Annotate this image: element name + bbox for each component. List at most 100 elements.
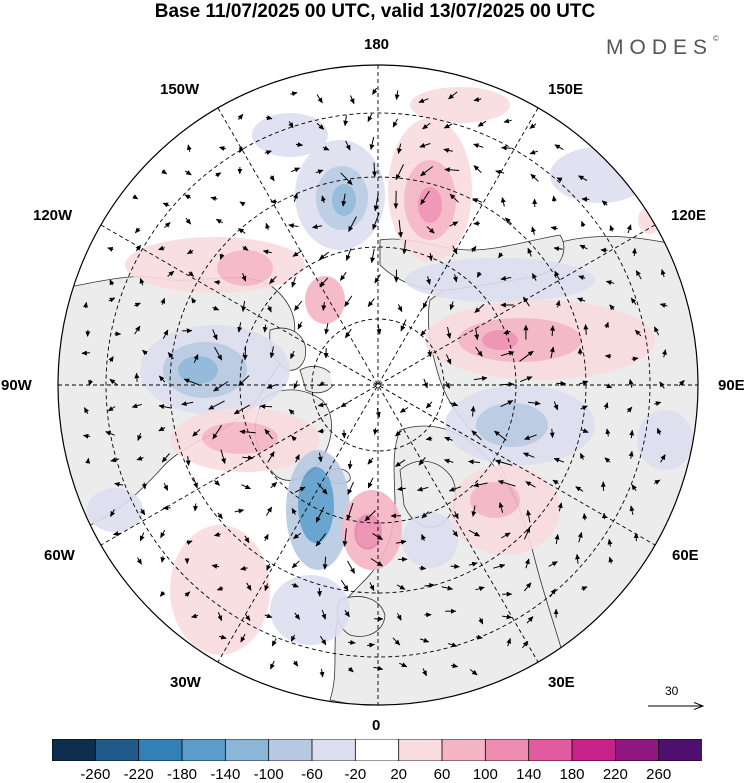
wind-arrow xyxy=(341,193,347,207)
colorbar-swatch xyxy=(311,739,357,761)
wind-arrow xyxy=(443,147,453,153)
wind-arrow xyxy=(364,510,376,522)
wind-arrow xyxy=(500,381,515,387)
wind-arrow xyxy=(82,433,91,439)
wind-arrow xyxy=(167,270,175,277)
wind-arrow xyxy=(135,244,141,252)
wind-arrow xyxy=(449,221,459,227)
wind-arrow xyxy=(186,540,193,546)
wind-arrow xyxy=(214,480,220,486)
wind-arrow xyxy=(367,113,373,123)
wind-arrow xyxy=(419,143,431,148)
colorbar-swatch xyxy=(52,739,97,761)
wind-arrow xyxy=(367,477,374,489)
wind-arrow xyxy=(531,226,536,235)
colorbar-swatch xyxy=(138,739,183,761)
wind-arrow xyxy=(553,246,563,252)
wind-arrow xyxy=(471,505,477,517)
wind-arrow xyxy=(523,582,532,592)
colorbar-swatch xyxy=(94,739,140,761)
anomaly-negative-east-2 xyxy=(637,410,693,470)
wind-arrow xyxy=(290,167,301,173)
colorbar-swatch xyxy=(181,739,227,761)
wind-arrow xyxy=(526,616,534,624)
wind-arrow xyxy=(604,457,611,463)
wind-arrow xyxy=(317,482,328,495)
wind-arrow xyxy=(213,279,221,285)
wind-arrow xyxy=(163,482,169,491)
wind-arrow xyxy=(294,454,300,463)
wind-arrow xyxy=(139,508,146,516)
wind-arrow xyxy=(344,295,353,307)
wind-arrow xyxy=(420,190,430,205)
wind-arrow xyxy=(372,212,380,230)
anomaly-positive-bering-peak xyxy=(418,187,442,223)
wind-arrow xyxy=(293,380,299,390)
wind-arrow xyxy=(210,196,218,202)
wind-arrow xyxy=(497,479,516,487)
wind-arrow xyxy=(551,195,557,202)
wind-arrow xyxy=(631,484,637,491)
wind-arrow xyxy=(291,507,297,515)
wind-arrow xyxy=(445,354,452,365)
colorbar-swatch xyxy=(484,739,530,761)
wind-arrow xyxy=(604,353,612,359)
wind-arrow xyxy=(503,329,511,335)
wind-arrow xyxy=(581,586,588,592)
wind-arrow xyxy=(134,325,141,335)
wind-arrow xyxy=(191,297,197,304)
wind-arrow xyxy=(218,146,226,151)
wind-arrow xyxy=(453,511,459,520)
wind-arrow xyxy=(270,482,278,489)
wind-arrow xyxy=(604,321,609,329)
wind-arrow xyxy=(552,479,559,485)
wind-arrow xyxy=(158,426,166,432)
wind-arrow xyxy=(441,585,454,591)
wind-arrow xyxy=(238,228,246,234)
wind-arrow xyxy=(212,329,218,341)
wind-arrow xyxy=(373,193,379,212)
reference-vector-label: 30 xyxy=(665,684,679,698)
wind-arrow xyxy=(290,634,296,642)
wind-arrow xyxy=(238,375,250,387)
wind-arrow xyxy=(422,300,428,309)
wind-arrow xyxy=(318,381,325,387)
anomaly-negative-canada-peak xyxy=(178,356,218,384)
wind-arrow xyxy=(161,453,170,463)
wind-arrow xyxy=(522,296,530,307)
anomaly-positive-pacific-n xyxy=(410,87,510,123)
wind-arrow xyxy=(270,660,275,670)
colorbar-tick-label: 20 xyxy=(390,766,407,783)
wind-arrow xyxy=(316,122,325,130)
wind-arrow xyxy=(493,563,506,569)
wind-arrow xyxy=(500,532,511,539)
wind-arrow xyxy=(131,403,142,409)
wind-arrow xyxy=(291,560,300,569)
wind-arrow xyxy=(468,529,481,537)
wind-arrow xyxy=(500,400,514,408)
wind-arrow xyxy=(660,454,666,463)
wind-arrow xyxy=(523,526,531,540)
lon-label-90w: 90W xyxy=(1,377,32,394)
wind-arrow xyxy=(422,668,427,677)
wind-arrow xyxy=(319,668,325,678)
lon-label-90e: 90E xyxy=(718,377,745,394)
wind-arrow xyxy=(160,529,166,539)
wind-arrow xyxy=(185,456,191,466)
wind-arrow xyxy=(475,346,483,357)
wind-arrow xyxy=(266,563,272,571)
wind-arrow xyxy=(240,565,248,571)
wind-arrow xyxy=(428,253,434,262)
wind-arrow xyxy=(291,277,297,288)
wind-arrow xyxy=(141,482,147,490)
wind-arrow xyxy=(184,170,192,176)
wind-arrow xyxy=(316,94,323,104)
wind-arrow xyxy=(241,484,251,490)
wind-arrow xyxy=(579,380,589,386)
wind-arrow xyxy=(583,324,589,335)
wind-arrow xyxy=(473,96,482,102)
wind-arrow xyxy=(396,584,406,590)
wind-arrow xyxy=(317,402,328,408)
wind-arrow xyxy=(452,529,459,537)
wind-arrow xyxy=(315,533,327,547)
